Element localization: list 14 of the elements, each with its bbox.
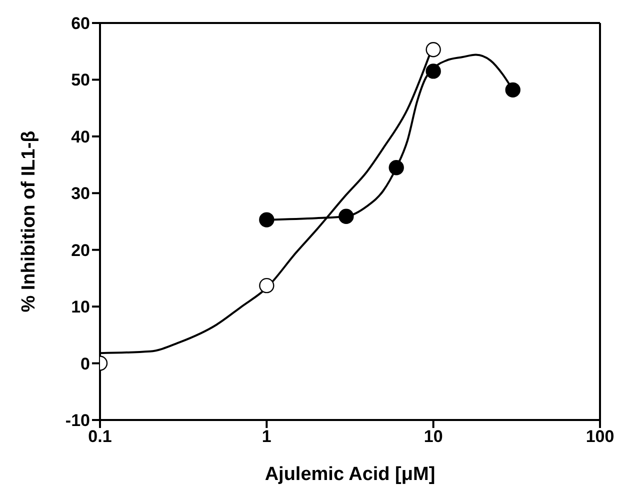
y-tick-label: 50 <box>71 70 90 90</box>
y-tick-label: 20 <box>71 240 90 260</box>
y-tick-label: 0 <box>80 354 90 374</box>
x-tick-label: 100 <box>586 427 614 446</box>
y-tick-label: -10 <box>65 411 90 430</box>
y-tick-label: 10 <box>71 298 90 317</box>
x-tick-label: 0.1 <box>88 427 112 446</box>
x-tick-label: 1 <box>262 427 272 446</box>
y-axis-title: % Inhibition of IL1-β <box>18 130 40 312</box>
y-tick-label: 60 <box>71 14 90 34</box>
x-axis-title: Ajulemic Acid [μM] <box>264 464 436 485</box>
y-tick-label: 30 <box>71 184 90 204</box>
y-tick-label: 40 <box>71 127 90 146</box>
x-tick-label: 10 <box>424 427 443 446</box>
